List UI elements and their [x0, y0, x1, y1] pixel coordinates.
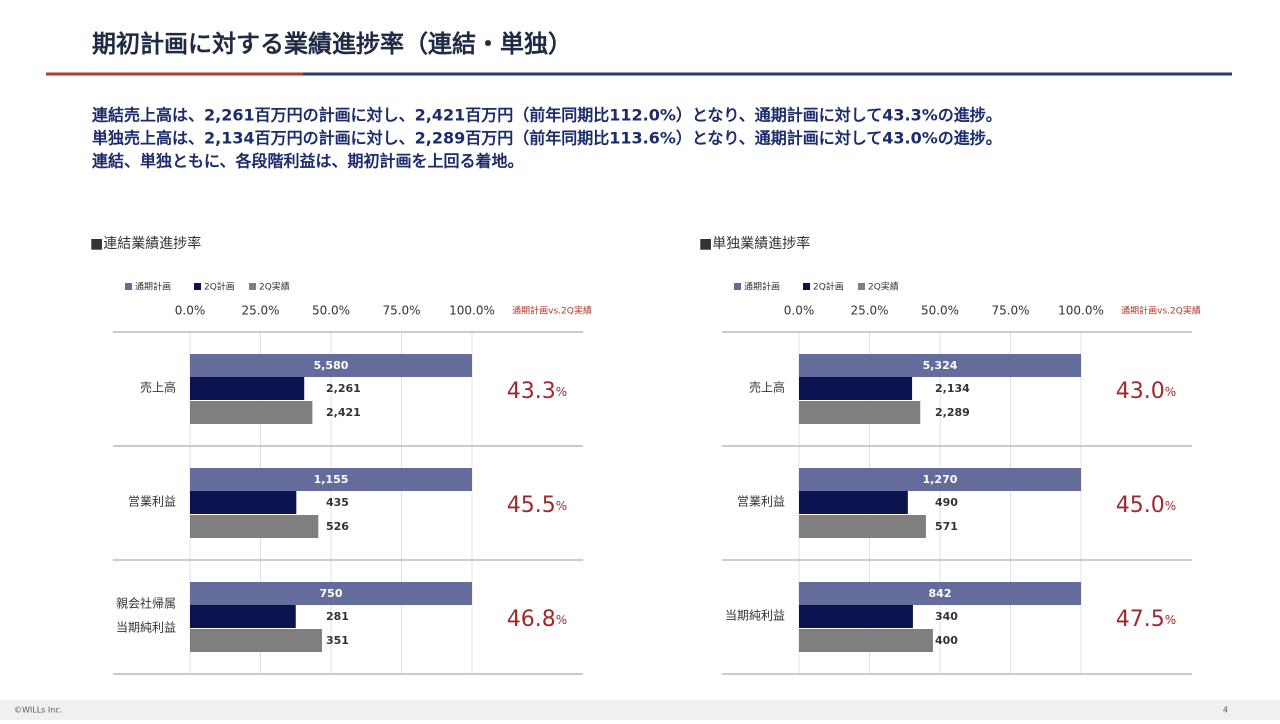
chart-subtitle: ■連結業績進捗率 — [90, 235, 201, 252]
bar — [799, 515, 926, 538]
x-tick-label: 75.0% — [991, 304, 1029, 318]
progress-value: 45.5 — [507, 493, 556, 518]
amount-label: 1,155 — [314, 473, 349, 486]
amount-label: 2,134 — [935, 382, 970, 395]
x-tick-label: 100.0% — [449, 304, 495, 318]
progress-rate: 43.0% — [1116, 379, 1176, 404]
amount-label: 571 — [935, 520, 958, 533]
amount-label: 340 — [935, 610, 958, 623]
footer-band — [0, 700, 1280, 720]
page-number: 4 — [1223, 706, 1228, 715]
legend-label: 2Q計画 — [204, 281, 235, 293]
progress-unit: % — [1165, 613, 1176, 627]
category-label: 営業利益 — [737, 495, 785, 509]
bar — [190, 354, 472, 377]
x-tick-label: 100.0% — [1058, 304, 1104, 318]
annotation: 通期計画vs.2Q実績 — [512, 305, 592, 317]
amount-label: 750 — [320, 587, 343, 600]
progress-unit: % — [1165, 499, 1176, 513]
summary-line: 単独売上高は、2,134百万円の計画に対し、2,289百万円（前年同期比113.… — [92, 129, 1002, 148]
legend-label: 2Q実績 — [868, 281, 899, 293]
amount-label: 1,270 — [923, 473, 958, 486]
progress-rate: 43.3% — [507, 379, 567, 404]
amount-label: 5,580 — [314, 359, 349, 372]
bar — [190, 515, 319, 538]
progress-rate: 45.5% — [507, 493, 567, 518]
legend-swatch — [858, 283, 865, 290]
x-tick-label: 25.0% — [241, 304, 279, 318]
legend-swatch — [734, 283, 741, 290]
progress-rate: 47.5% — [1116, 607, 1176, 632]
legend-swatch — [194, 283, 201, 290]
summary-line: 連結、単独ともに、各段階利益は、期初計画を上回る着地。 — [92, 152, 524, 171]
bar — [190, 629, 322, 652]
progress-value: 43.3 — [507, 379, 556, 404]
bar — [799, 582, 1081, 605]
bar — [190, 377, 305, 400]
progress-rate: 45.0% — [1116, 493, 1176, 518]
progress-unit: % — [556, 499, 567, 513]
annotation: 通期計画vs.2Q実績 — [1121, 305, 1201, 317]
slide-title: 期初計画に対する業績進捗率（連結・単独） — [92, 30, 572, 58]
bar — [190, 491, 297, 514]
progress-rate: 46.8% — [507, 607, 567, 632]
legend-label: 通期計画 — [135, 281, 171, 293]
progress-value: 43.0 — [1116, 379, 1165, 404]
bar — [190, 401, 313, 424]
amount-label: 400 — [935, 634, 958, 647]
bar — [799, 354, 1081, 377]
amount-label: 5,324 — [923, 359, 958, 372]
amount-label: 842 — [929, 587, 952, 600]
category-label: 親会社帰属 — [116, 596, 176, 611]
chart-subtitle: ■単独業績進捗率 — [699, 235, 810, 252]
amount-label: 2,421 — [326, 406, 361, 419]
x-tick-label: 0.0% — [784, 304, 815, 318]
bar — [799, 401, 921, 424]
x-tick-label: 75.0% — [382, 304, 420, 318]
amount-label: 435 — [326, 496, 349, 509]
amount-label: 490 — [935, 496, 958, 509]
category-label: 売上高 — [140, 380, 176, 395]
category-label: 売上高 — [749, 380, 785, 395]
x-tick-label: 25.0% — [850, 304, 888, 318]
legend-label: 2Q実績 — [259, 281, 290, 293]
legend-swatch — [803, 283, 810, 290]
bar — [190, 468, 472, 491]
progress-value: 46.8 — [507, 607, 556, 632]
x-tick-label: 50.0% — [312, 304, 350, 318]
legend-swatch — [125, 283, 132, 290]
summary-line: 連結売上高は、2,261百万円の計画に対し、2,421百万円（前年同期比112.… — [92, 106, 1002, 125]
x-tick-label: 0.0% — [175, 304, 206, 318]
amount-label: 2,261 — [326, 382, 361, 395]
category-label: 営業利益 — [128, 495, 176, 509]
amount-label: 2,289 — [935, 406, 970, 419]
footer: ©WILLs Inc. — [14, 706, 62, 715]
bar — [190, 605, 296, 628]
amount-label: 281 — [326, 610, 349, 623]
bar — [799, 605, 913, 628]
category-label: 当期純利益 — [725, 609, 785, 623]
x-tick-label: 50.0% — [921, 304, 959, 318]
bar — [799, 491, 908, 514]
category-label: 当期純利益 — [116, 621, 176, 635]
progress-value: 47.5 — [1116, 607, 1165, 632]
legend-label: 2Q計画 — [813, 281, 844, 293]
bar — [799, 468, 1081, 491]
progress-unit: % — [556, 385, 567, 399]
legend-swatch — [249, 283, 256, 290]
amount-label: 526 — [326, 520, 349, 533]
bar — [799, 629, 933, 652]
legend-label: 通期計画 — [744, 281, 780, 293]
amount-label: 351 — [326, 634, 349, 647]
progress-unit: % — [1165, 385, 1176, 399]
progress-value: 45.0 — [1116, 493, 1165, 518]
progress-unit: % — [556, 613, 567, 627]
bar — [190, 582, 472, 605]
bar — [799, 377, 913, 400]
